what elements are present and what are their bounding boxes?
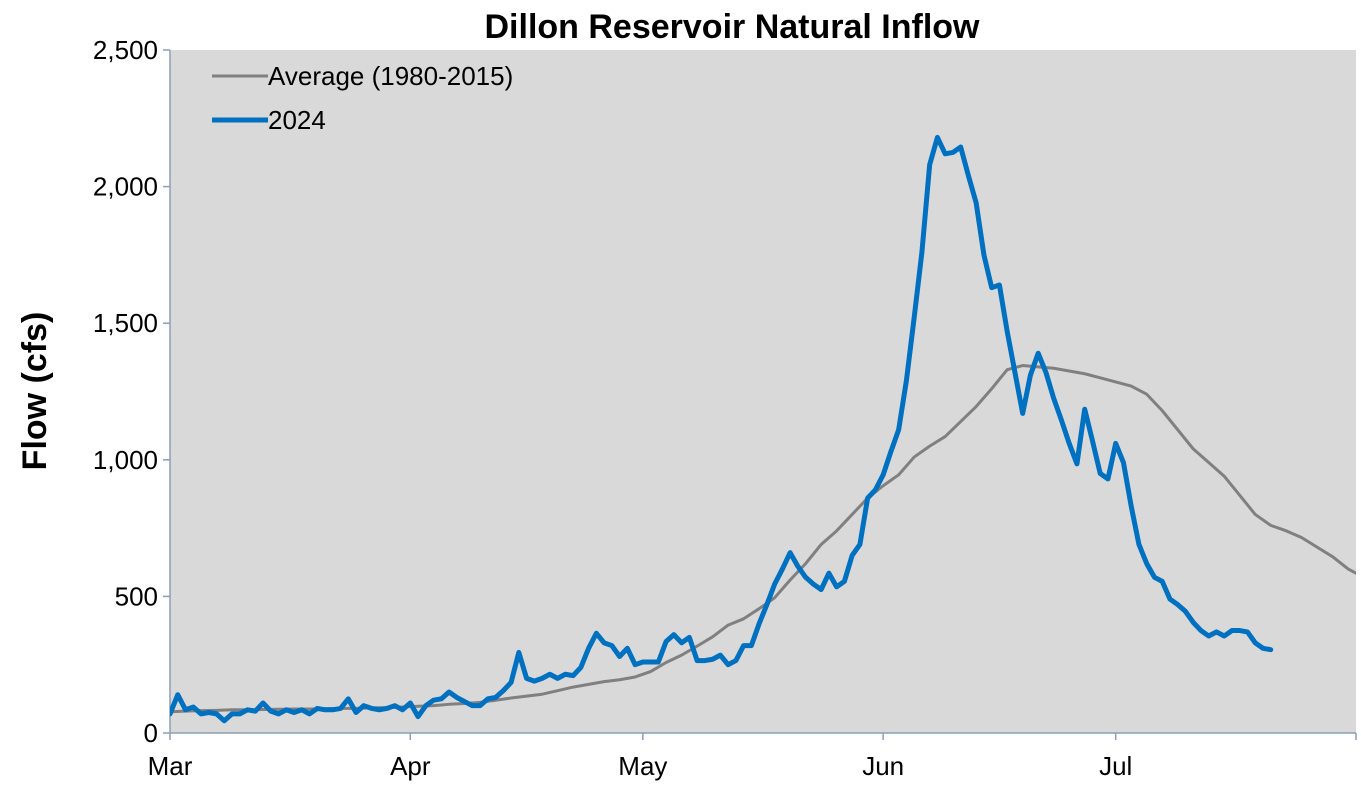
- chart-title: Dillon Reservoir Natural Inflow: [485, 8, 981, 46]
- y-tick-label: 2,000: [93, 172, 158, 202]
- x-tick-label: Mar: [148, 751, 193, 781]
- x-tick-label: Jun: [862, 751, 904, 781]
- y-tick-label: 500: [115, 581, 158, 611]
- y-tick-label: 1,000: [93, 445, 158, 475]
- y-tick-label: 0: [144, 718, 158, 748]
- axes: 0 500 1,000 1,500 2,000 2,500 Mar Apr May Jun Jul: [93, 35, 1357, 781]
- legend-label: 2024: [268, 105, 326, 135]
- legend: Average (1980-2015) 2024: [212, 61, 513, 135]
- plot-area: [170, 50, 1356, 733]
- y-tick-label: 2,500: [93, 35, 158, 65]
- y-tick-label: 1,500: [93, 308, 158, 338]
- x-tick-label: Jul: [1099, 751, 1132, 781]
- legend-label: Average (1980-2015): [268, 61, 513, 91]
- x-tick-label: May: [618, 751, 667, 781]
- series-line-average: [170, 364, 1356, 714]
- series-layer: [170, 134, 1356, 724]
- x-tick-label: Apr: [390, 751, 431, 781]
- y-axis-label: Flow (cfs): [16, 312, 54, 471]
- series-line-2024: [170, 134, 1274, 724]
